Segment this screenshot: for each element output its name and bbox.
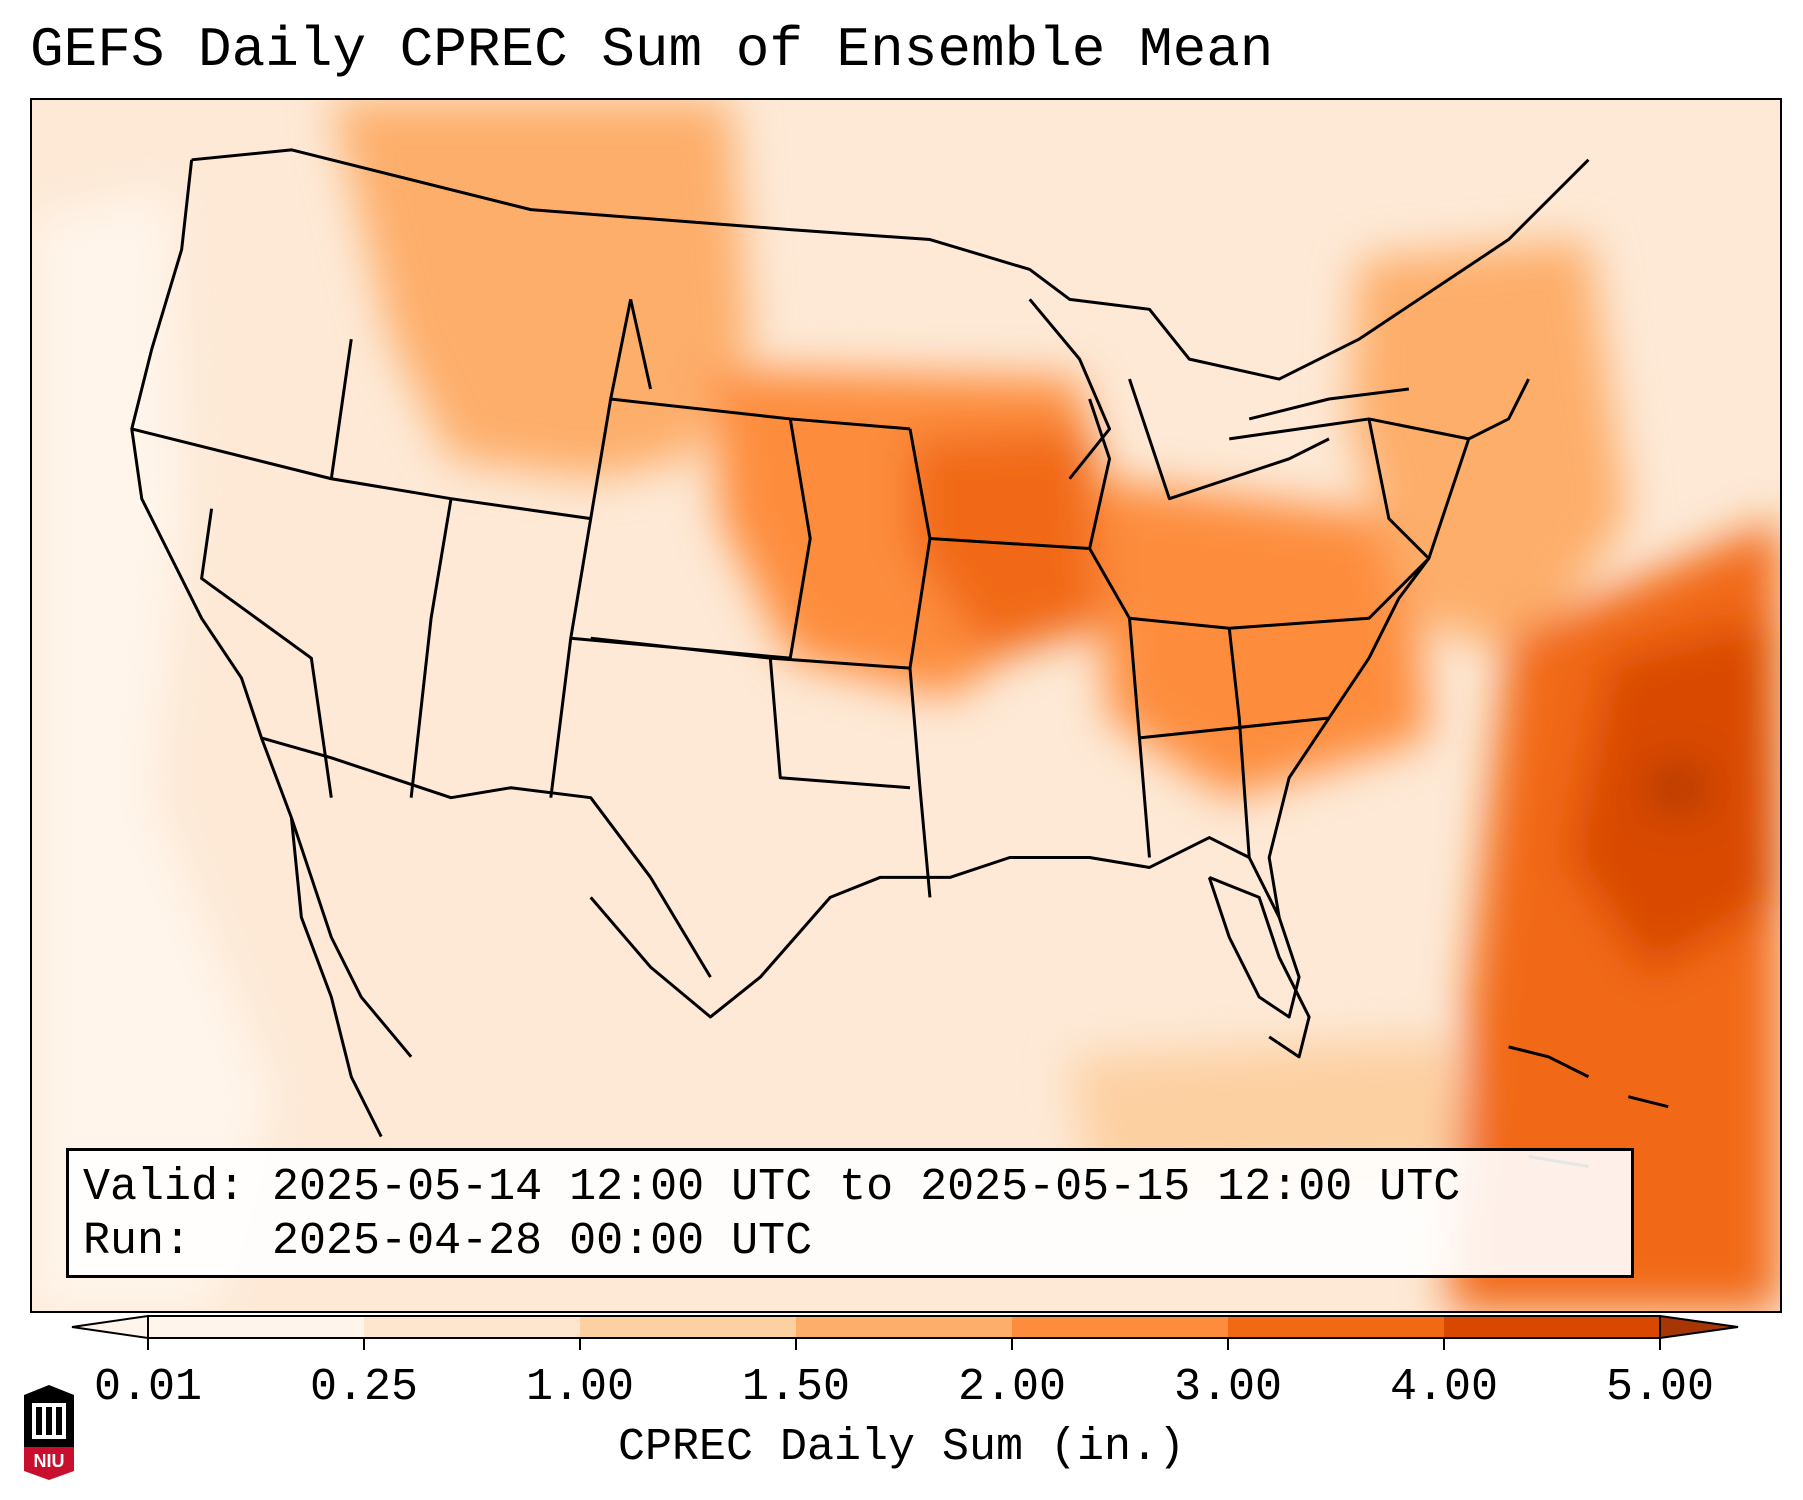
- valid-value: 2025-05-14 12:00 UTC to 2025-05-15 12:00…: [272, 1162, 1461, 1213]
- colorbar-tick-label: 1.50: [741, 1362, 851, 1413]
- colorbar-segment: [1228, 1316, 1444, 1338]
- east-coast: [1267, 378, 1530, 918]
- state-boundaries: [130, 148, 1669, 1168]
- logo-text: NIU: [34, 1451, 65, 1471]
- colorbar-tick-label: 0.25: [309, 1362, 419, 1413]
- validity-info-box: Valid: 2025-05-14 12:00 UTC to 2025-05-1…: [66, 1148, 1634, 1278]
- niu-logo-icon: NIU: [24, 1385, 74, 1480]
- colorbar-tick-label: 5.00: [1605, 1362, 1715, 1413]
- colorbar-segment: [1444, 1316, 1660, 1338]
- colorbar-segment: [364, 1316, 580, 1338]
- region-atlantic-peak-cell: [1648, 765, 1709, 810]
- state-lines-central: [570, 299, 932, 898]
- state-lines-west: [131, 299, 633, 798]
- region-ohio-valley: [1089, 478, 1429, 798]
- colorbar-max-arrow: [1659, 1314, 1739, 1340]
- colorbar-segment: [796, 1316, 1012, 1338]
- valid-line: Valid: 2025-05-14 12:00 UTC to 2025-05-1…: [83, 1161, 1617, 1215]
- florida-peninsula: [1208, 876, 1311, 1059]
- colorbar-min-arrow: [71, 1314, 149, 1340]
- map-panel: [30, 98, 1782, 1313]
- colorbar-segment: [580, 1316, 796, 1338]
- mexico-border: [261, 736, 712, 978]
- run-label: Run:: [83, 1216, 192, 1267]
- colorbar-outline: [147, 1315, 1661, 1339]
- precipitation-map: [32, 100, 1780, 1311]
- baja-peninsula: [289, 817, 383, 1138]
- colorbar-label: CPREC Daily Sum (in.): [617, 1422, 1186, 1473]
- region-pacific-offshore: [32, 189, 272, 1311]
- colorbar-tick-label: 1.00: [525, 1362, 635, 1413]
- west-coast: [130, 159, 413, 1058]
- colorbar-tick-label: 2.00: [957, 1362, 1067, 1413]
- run-value: 2025-04-28 00:00 UTC: [272, 1216, 813, 1267]
- valid-label: Valid:: [83, 1162, 246, 1213]
- precipitation-field: [32, 100, 1780, 1311]
- run-line: Run: 2025-04-28 00:00 UTC: [83, 1215, 1617, 1269]
- colorbar-segment: [148, 1316, 364, 1338]
- great-lakes: [1028, 298, 1410, 501]
- colorbar: [71, 1314, 1739, 1350]
- gulf-coast: [589, 836, 1301, 1019]
- region-mid-atlantic: [1348, 239, 1629, 659]
- colorbar-tick-label: 4.00: [1389, 1362, 1499, 1413]
- niu-logo: NIU: [20, 1385, 78, 1480]
- region-northern-rockies: [331, 100, 751, 479]
- canada-us-border: [191, 148, 1590, 381]
- colorbar-tick-label: 3.00: [1173, 1362, 1283, 1413]
- colorbar-segment: [1012, 1316, 1228, 1338]
- state-lines-east: [929, 398, 1470, 858]
- map-title: GEFS Daily CPREC Sum of Ensemble Mean: [30, 18, 1274, 82]
- colorbar-tick-label: 0.01: [93, 1362, 203, 1413]
